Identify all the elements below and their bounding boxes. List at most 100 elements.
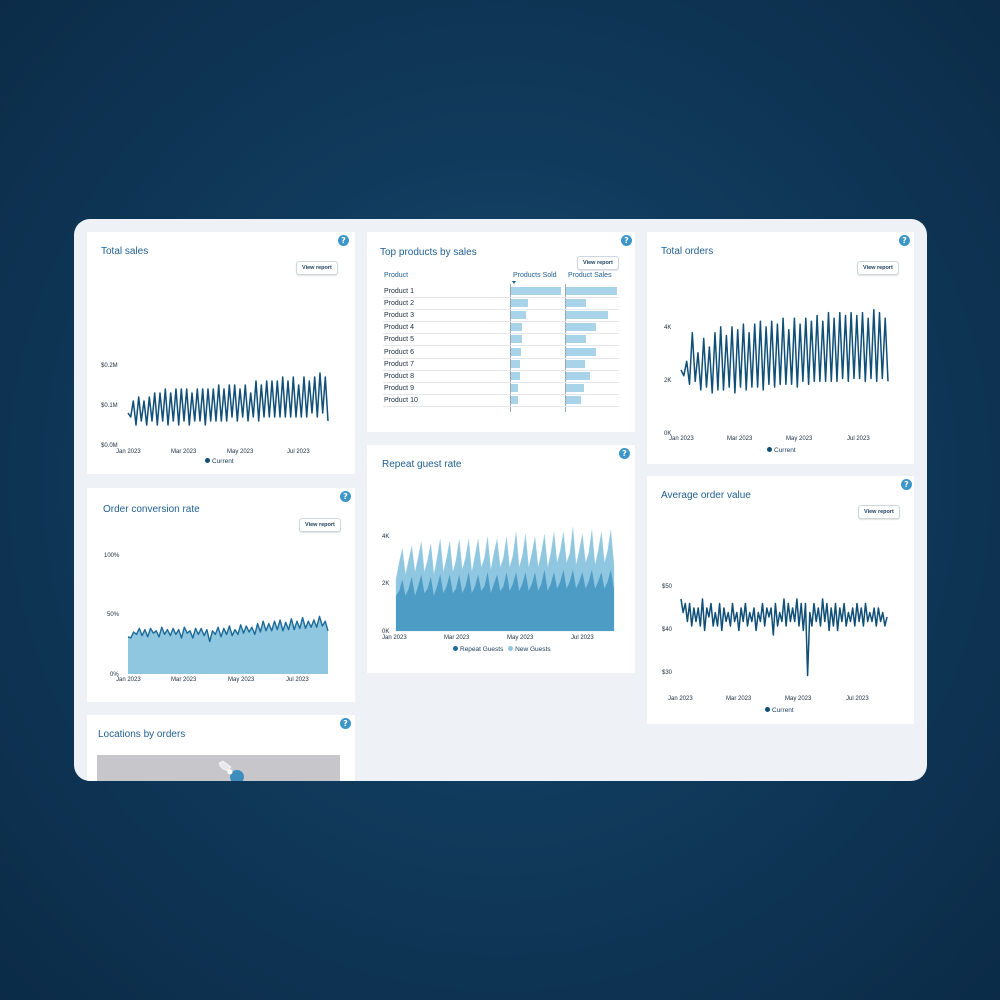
products-sold-bar (511, 335, 522, 344)
card-title: Top products by sales (380, 247, 477, 258)
products-sold-bar (511, 395, 518, 404)
x-tick-label: May 2023 (786, 436, 813, 442)
map-shape (218, 760, 244, 781)
help-icon[interactable]: ? (899, 235, 910, 246)
table-row[interactable]: Product 6 (383, 347, 619, 359)
x-tick-label: Mar 2023 (727, 436, 753, 442)
y-tick-label: $40 (662, 627, 673, 633)
products-sold-bar (511, 323, 522, 332)
legend-label: Current (212, 458, 234, 465)
chart-legend: Current (767, 447, 796, 454)
total-orders-chart: 4K 2K 0K Jan 2023 Mar 2023 May 2023 Jul … (664, 308, 889, 442)
view-report-button[interactable]: View report (299, 518, 341, 532)
card-title: Total orders (661, 246, 714, 257)
x-tick-label: May 2023 (228, 677, 255, 683)
product-sales-bar (566, 371, 591, 380)
sort-desc-icon[interactable] (512, 281, 516, 284)
map-view[interactable] (97, 755, 340, 781)
x-tick-label: Jan 2023 (668, 696, 693, 702)
table-row[interactable]: Product 3 (383, 310, 619, 323)
x-tick-label: Jan 2023 (116, 677, 141, 683)
product-sales-bar (566, 299, 587, 308)
products-sold-bar (511, 287, 561, 295)
table-row[interactable]: Product 1 (383, 286, 619, 299)
table-row[interactable]: Product 10 (383, 395, 619, 407)
view-report-button[interactable]: View report (296, 261, 338, 275)
y-tick-label: 50% (107, 612, 120, 618)
y-tick-label: 0K (664, 431, 671, 437)
chart-legend: Current (205, 458, 234, 465)
repeat-guest-card: Repeat guest rate ? 4K 2K 0K Jan 2023 Ma… (367, 445, 635, 673)
y-tick-label: 4K (664, 325, 671, 331)
help-icon[interactable]: ? (340, 718, 351, 729)
aov-card: Average order value ? View report $50 $4… (647, 476, 914, 724)
x-tick-label: Jul 2023 (847, 436, 870, 442)
legend-dot (453, 646, 458, 651)
help-icon[interactable]: ? (621, 235, 632, 246)
column-header-product-sales[interactable]: Product Sales (568, 272, 612, 279)
y-tick-label: 2K (382, 581, 389, 587)
series-line-current (680, 308, 889, 394)
dashboard-panel: Total sales ? View report $0.2M $0.1M $0… (74, 219, 927, 781)
top-products-card: Top products by sales ? View report Prod… (367, 232, 635, 432)
table-row[interactable]: Product 8 (383, 371, 619, 383)
card-title: Repeat guest rate (382, 459, 462, 470)
x-tick-label: Jul 2023 (846, 696, 869, 702)
view-report-button[interactable]: View report (858, 505, 900, 519)
map-marker (227, 769, 233, 775)
column-header-product[interactable]: Product (384, 272, 409, 279)
product-sales-bar (566, 323, 596, 332)
column-header-products-sold[interactable]: Products Sold (513, 272, 557, 279)
repeat-guest-chart: 4K 2K 0K Jan 2023 Mar 2023 May 2023 Jul … (382, 527, 615, 641)
total-orders-card: Total orders ? View report 4K 2K 0K Jan … (647, 232, 914, 464)
product-name: Product 6 (384, 348, 414, 356)
x-tick-label: Jul 2023 (286, 677, 309, 683)
x-tick-label: Jan 2023 (382, 635, 407, 641)
y-tick-label: 2K (664, 378, 671, 384)
table-row[interactable]: Product 4 (383, 322, 619, 335)
y-tick-label: $0.0M (101, 443, 118, 449)
products-sold-bar (511, 347, 521, 356)
x-tick-label: May 2023 (507, 635, 534, 641)
product-name: Product 5 (384, 336, 414, 344)
x-tick-label: Mar 2023 (726, 696, 752, 702)
aov-chart: $50 $40 $30 Jan 2023 Mar 2023 May 2023 J… (662, 584, 888, 702)
y-tick-label: 100% (104, 553, 120, 559)
product-sales-bar (566, 311, 608, 320)
card-title: Order conversion rate (103, 504, 200, 515)
y-tick-label: $0.1M (101, 403, 118, 409)
help-icon[interactable]: ? (901, 479, 912, 490)
product-sales-bar (566, 335, 587, 344)
product-name: Product 4 (384, 324, 414, 332)
view-report-button[interactable]: View report (857, 261, 899, 275)
table-row[interactable]: Product 2 (383, 298, 619, 311)
products-table: Product Products Sold Product Sales Prod… (383, 272, 619, 412)
total-sales-card: Total sales ? View report $0.2M $0.1M $0… (87, 232, 355, 474)
product-name: Product 7 (384, 360, 414, 368)
help-icon[interactable]: ? (338, 235, 349, 246)
column-divider (565, 284, 566, 412)
y-tick-label: $0.2M (101, 363, 118, 369)
y-tick-label: $50 (662, 584, 673, 590)
chart-legend: Current (765, 707, 794, 714)
locations-card: Locations by orders ? (87, 715, 355, 781)
y-tick-label: 0% (110, 672, 119, 678)
x-tick-label: May 2023 (785, 696, 812, 702)
product-sales-bar (566, 359, 586, 368)
x-tick-label: Mar 2023 (444, 635, 470, 641)
x-tick-label: Jul 2023 (571, 635, 594, 641)
products-sold-bar (511, 383, 518, 392)
y-tick-label: 0K (382, 629, 389, 635)
help-icon[interactable]: ? (619, 448, 630, 459)
table-row[interactable]: Product 7 (383, 359, 619, 371)
table-row[interactable]: Product 9 (383, 383, 619, 395)
product-sales-bar (566, 287, 617, 295)
product-sales-bar (566, 395, 582, 404)
table-row[interactable]: Product 5 (383, 334, 619, 347)
series-line-current (127, 615, 329, 643)
series-line-current (680, 598, 888, 677)
product-sales-bar (566, 383, 584, 392)
view-report-button[interactable]: View report (577, 256, 619, 270)
column-divider (510, 284, 511, 412)
help-icon[interactable]: ? (340, 491, 351, 502)
